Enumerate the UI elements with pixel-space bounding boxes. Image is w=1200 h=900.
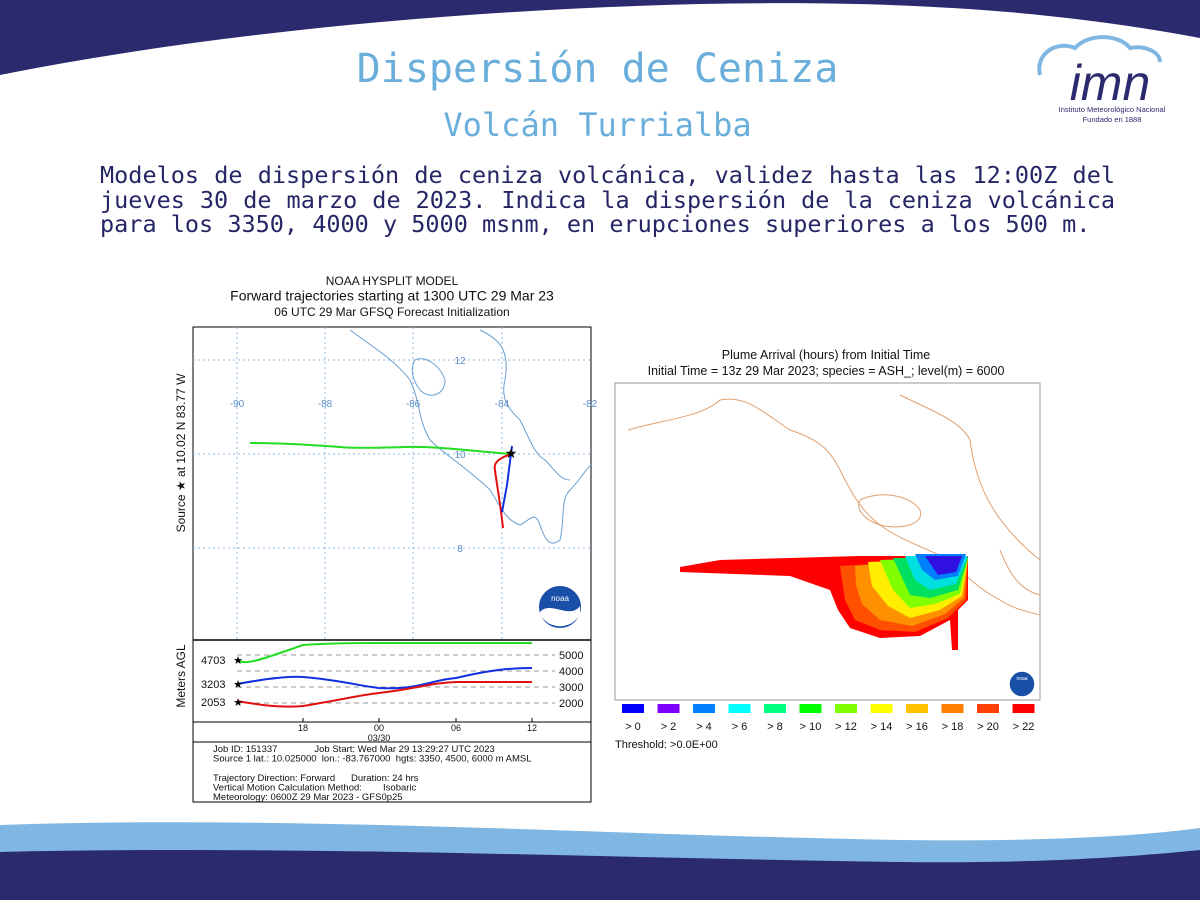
info-line: Job ID: 151337 Job Start: Wed Mar 29 13:… <box>213 744 495 755</box>
logo-text: noaa <box>1016 676 1027 682</box>
logo-line: Fundado en 1888 <box>1083 115 1142 124</box>
plume-area <box>680 554 968 650</box>
legend-swatch <box>693 704 715 713</box>
legend-label: > 18 <box>942 721 964 733</box>
map-grid <box>193 327 591 640</box>
legend-swatch <box>622 704 644 713</box>
legend-label: > 6 <box>732 721 748 733</box>
start-star: ★ <box>233 655 243 667</box>
logo-text: noaa <box>551 594 569 603</box>
legend-label: > 4 <box>696 721 712 733</box>
description: Modelos de dispersión de ceniza volcánic… <box>100 161 1115 238</box>
height-high <box>236 642 532 664</box>
threshold-label: Threshold: >0.0E+00 <box>615 739 718 751</box>
logo-line: Instituto Meteorológico Nacional <box>1059 105 1166 114</box>
height-axis-label: Meters AGL <box>174 644 188 708</box>
legend-swatch <box>977 704 999 713</box>
source-label: Source ★ at 10.02 N 83.77 W <box>174 373 188 533</box>
lon-tick-label: -82 <box>583 399 598 410</box>
bottom-wave-dark <box>0 849 1200 900</box>
figure-title: NOAA HYSPLIT MODEL <box>326 274 459 288</box>
lat-tick-label: 10 <box>454 450 466 461</box>
time-tick-label: 18 <box>298 723 308 733</box>
start-height-label: 3203 <box>201 679 225 691</box>
map-frame <box>614 382 1041 701</box>
coastline <box>349 329 592 544</box>
trajectory-mid <box>501 445 513 513</box>
figure-frame <box>192 326 592 803</box>
height-low <box>236 681 532 708</box>
source-star: ★ <box>505 445 518 461</box>
figure-title: Forward trajectories starting at 1300 UT… <box>230 288 554 304</box>
height-grid <box>237 654 555 704</box>
info-line: Source 1 lat.: 10.025000 lon.: -83.76700… <box>213 754 531 765</box>
height-tick-label: 3000 <box>559 682 583 694</box>
lat-tick-label: 8 <box>457 544 463 555</box>
lon-tick-label: -84 <box>495 399 510 410</box>
start-height-label: 2053 <box>201 697 225 709</box>
legend-swatch <box>799 704 822 713</box>
trajectory-low <box>493 453 512 529</box>
plume-figure: noaa Plume Arrival (hours) from Initial … <box>614 348 1041 751</box>
legend-swatch <box>835 704 857 713</box>
coastline <box>627 394 1041 616</box>
legend-label: > 14 <box>871 721 893 733</box>
legend-swatch <box>657 704 680 713</box>
legend-label: > 16 <box>906 721 928 733</box>
start-star: ★ <box>233 679 243 691</box>
start-height-label: 4703 <box>201 655 225 667</box>
info-line: Meteorology: 0600Z 29 Mar 2023 - GFS0p25 <box>213 792 403 803</box>
imn-logo: imn Instituto Meteorológico Nacional Fun… <box>1037 35 1166 124</box>
height-tick-label: 2000 <box>559 698 583 710</box>
legend-swatch <box>764 704 786 713</box>
time-tick-label: 00 <box>374 723 384 733</box>
legend-swatch <box>1012 704 1035 713</box>
figure-title: 06 UTC 29 Mar GFSQ Forecast Initializati… <box>274 305 509 319</box>
top-wave <box>0 0 1200 75</box>
trajectory-high <box>249 442 512 455</box>
legend-swatch <box>870 704 893 713</box>
height-tick-label: 4000 <box>559 666 583 678</box>
height-tick-label: 5000 <box>559 650 583 662</box>
lon-tick-label: -90 <box>230 399 245 410</box>
logo-name: imn <box>1070 55 1151 111</box>
legend-label: > 12 <box>835 721 857 733</box>
time-tick-label: 12 <box>527 723 537 733</box>
legend-label: > 20 <box>977 721 999 733</box>
noaa-logo: noaa <box>537 584 583 630</box>
figure-title: Initial Time = 13z 29 Mar 2023; species … <box>648 364 1005 378</box>
date-label: 03/30 <box>368 733 391 743</box>
legend-swatch <box>906 704 928 713</box>
legend-label: > 0 <box>625 721 641 733</box>
lon-tick-label: -88 <box>318 399 333 410</box>
info-line: Trajectory Direction: Forward Duration: … <box>213 773 419 784</box>
start-star: ★ <box>233 697 243 709</box>
legend-label: > 2 <box>661 721 677 733</box>
lon-tick-label: -86 <box>406 399 421 410</box>
height-mid <box>236 667 533 690</box>
figure-title: Plume Arrival (hours) from Initial Time <box>722 348 930 362</box>
slide-subtitle: Volcán Turrialba <box>443 106 752 144</box>
info-line: Vertical Motion Calculation Method: Isob… <box>213 782 417 793</box>
legend-swatch <box>728 704 751 713</box>
legend-label: > 22 <box>1013 721 1035 733</box>
time-tick-label: 06 <box>451 723 461 733</box>
noaa-logo: noaa <box>1008 670 1036 698</box>
logo-cloud <box>1037 35 1162 76</box>
lat-tick-label: 12 <box>454 356 466 367</box>
legend-label: > 10 <box>800 721 822 733</box>
slide-title: Dispersión de Ceniza <box>356 46 839 92</box>
legend-label: > 8 <box>767 721 783 733</box>
legend-swatch <box>941 704 964 713</box>
